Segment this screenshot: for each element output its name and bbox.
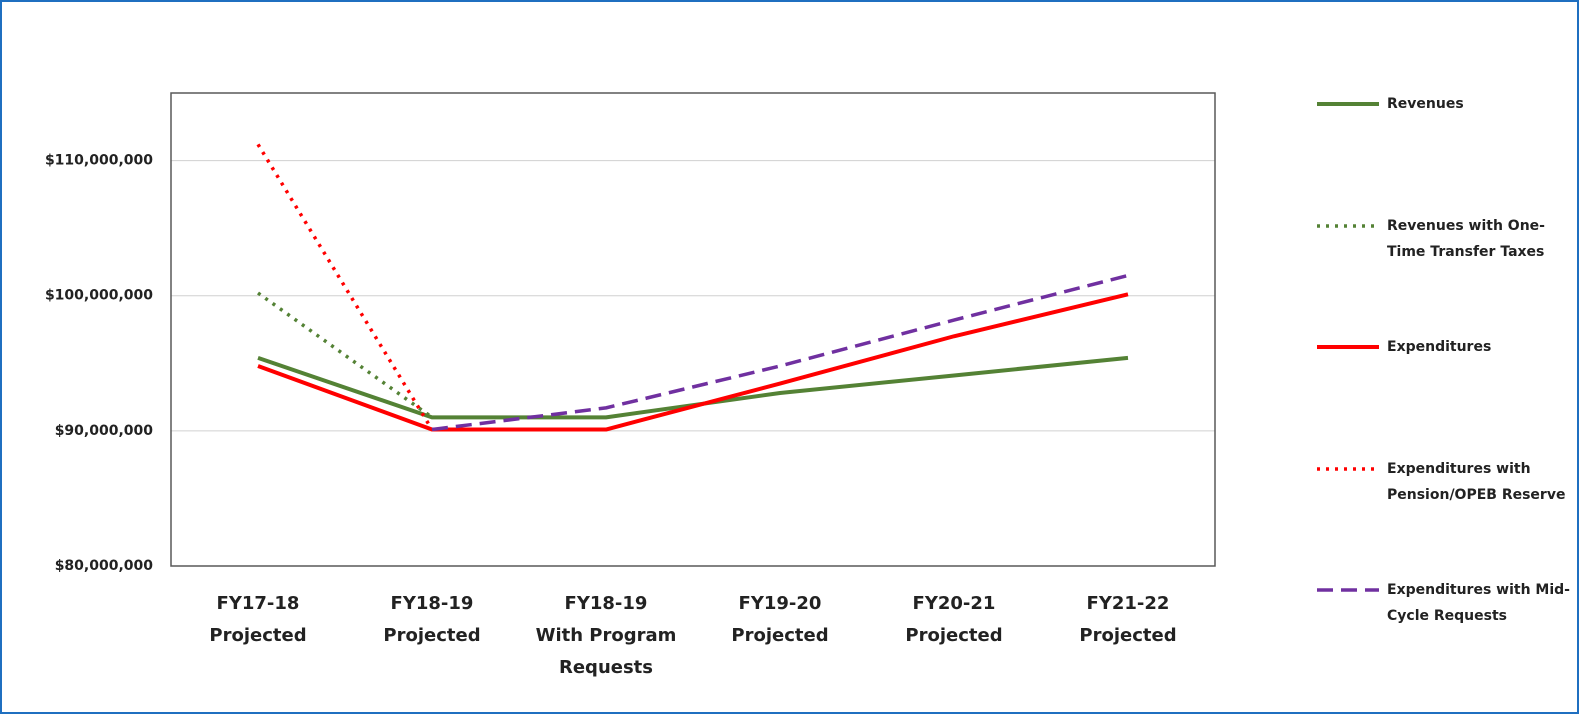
plot-area bbox=[171, 93, 1215, 566]
x-tick-label: Projected bbox=[1079, 625, 1176, 646]
x-tick-label: Projected bbox=[209, 625, 306, 646]
x-tick-label: With Program bbox=[536, 625, 677, 646]
legend-swatch bbox=[1317, 223, 1379, 228]
legend-item: Revenues with One-Time Transfer Taxes bbox=[1315, 213, 1572, 265]
legend-item: Expenditures with Pension/OPEB Reserve bbox=[1315, 456, 1572, 508]
x-tick-label: Requests bbox=[559, 657, 653, 678]
y-tick-label: $90,000,000 bbox=[55, 423, 154, 439]
legend-item: Expenditures with Mid-Cycle Requests bbox=[1315, 577, 1572, 629]
legend-item: Expenditures bbox=[1315, 334, 1572, 360]
y-tick-label: $80,000,000 bbox=[55, 558, 154, 574]
legend-swatch bbox=[1317, 345, 1379, 349]
y-tick-label: $110,000,000 bbox=[45, 153, 153, 169]
legend-label: Expenditures bbox=[1387, 339, 1492, 355]
x-tick-label: FY17-18 bbox=[217, 593, 300, 614]
x-tick-label: FY21-22 bbox=[1087, 593, 1170, 614]
x-tick-label: Projected bbox=[383, 625, 480, 646]
x-tick-label: Projected bbox=[731, 625, 828, 646]
legend-swatch bbox=[1317, 466, 1379, 471]
x-tick-label: FY19-20 bbox=[739, 593, 822, 614]
legend-item: Revenues bbox=[1315, 91, 1572, 117]
legend-swatch bbox=[1317, 102, 1379, 106]
legend-label: Expenditures with Mid-Cycle Requests bbox=[1387, 582, 1570, 624]
y-tick-label: $100,000,000 bbox=[45, 288, 153, 304]
legend-label: Expenditures with Pension/OPEB Reserve bbox=[1387, 460, 1566, 503]
x-tick-label: FY20-21 bbox=[913, 593, 996, 614]
plot-border bbox=[170, 92, 1216, 567]
x-tick-label: Projected bbox=[905, 625, 1002, 646]
x-tick-label: FY18-19 bbox=[391, 593, 474, 614]
legend-label: Revenues bbox=[1387, 96, 1464, 112]
series-line bbox=[256, 143, 434, 431]
legend-label: Revenues with One-Time Transfer Taxes bbox=[1387, 217, 1545, 260]
series-line bbox=[257, 292, 1129, 432]
x-tick-label: FY18-19 bbox=[565, 593, 648, 614]
legend-swatch bbox=[1317, 588, 1379, 592]
